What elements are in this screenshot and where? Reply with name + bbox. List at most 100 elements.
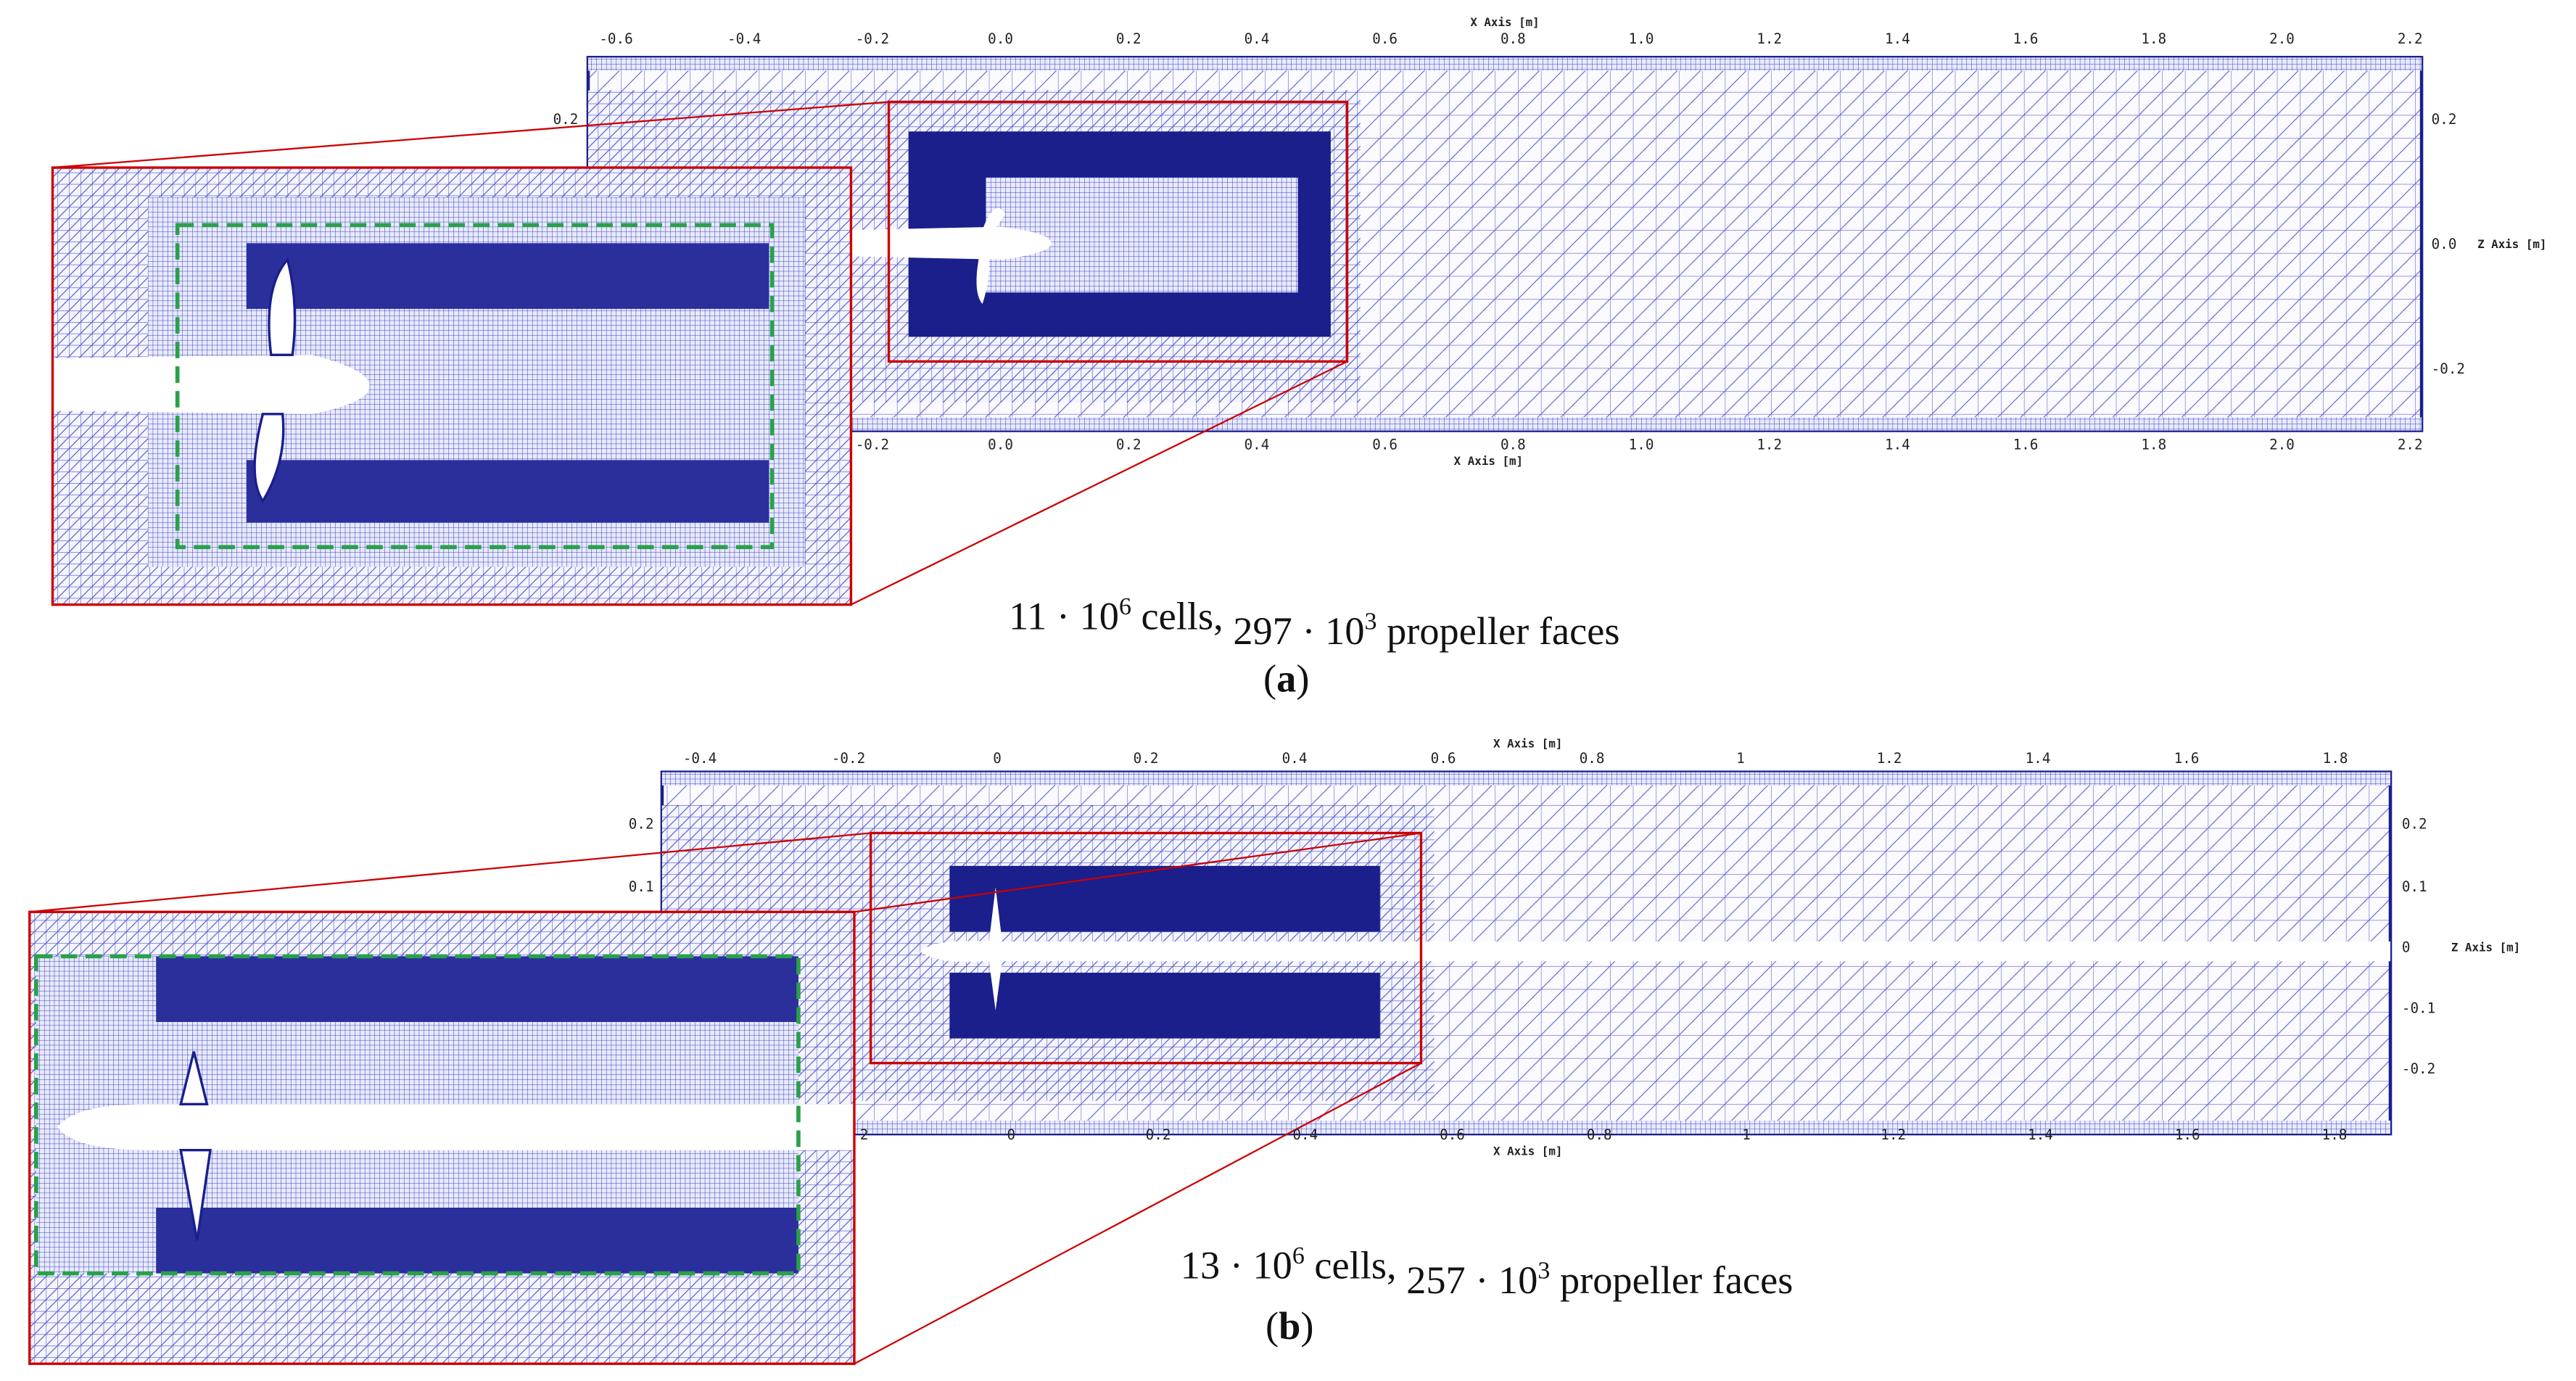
x-tick-label: 0 (1007, 1126, 1015, 1143)
caption-exponent: 6 (1119, 593, 1131, 620)
z-tick-label: 0 (2402, 939, 2411, 956)
panel-label-part: b (1279, 1304, 1300, 1348)
mesh-wall (587, 57, 2422, 71)
x-tick-label: 0.6 (1440, 1126, 1465, 1143)
dense-mesh (949, 973, 1380, 1039)
z-tick-label: 0.2 (2402, 816, 2427, 833)
zoom-line (52, 101, 889, 169)
x-tick-label: 0.8 (1500, 30, 1526, 47)
refinement-box (175, 223, 775, 550)
x-tick-label: 1.4 (1885, 30, 1910, 47)
x-tick-label: 1.6 (2013, 436, 2039, 453)
caption-text: 257 · 10 (1406, 1258, 1537, 1302)
x-tick-label: 1.6 (2175, 1126, 2200, 1143)
z-tick-label: -0.1 (2402, 999, 2435, 1016)
shaft-slot (920, 941, 2391, 962)
propeller-blade (253, 257, 297, 504)
x-tick-label: -0.2 (856, 436, 889, 453)
x-tick-label: 0.2 (1116, 436, 1142, 453)
x-tick-label: 0.8 (1587, 1126, 1612, 1143)
x-tick-label: 1 (1736, 750, 1745, 767)
z-tick-label: -0.2 (2402, 1060, 2435, 1077)
mesh-wall (587, 417, 2422, 431)
x-tick-label: 0.4 (1244, 30, 1270, 47)
x-axis-label: X Axis [m] (1470, 15, 1539, 29)
panel-label-part: ( (1263, 657, 1276, 701)
inset (51, 166, 853, 606)
z-tick-label: 0.2 (629, 816, 654, 833)
caption-text: 297 · 10 (1233, 609, 1364, 653)
x-axis-label: X Axis [m] (1493, 737, 1562, 751)
mesh-wall (661, 1120, 2391, 1134)
x-tick-label: 1.2 (1881, 1126, 1906, 1143)
propeller-blade (976, 207, 1006, 305)
caption-text: propeller faces (1550, 1258, 1793, 1302)
caption-text: 13 · 10 (1181, 1243, 1292, 1287)
x-tick-label: 1.6 (2013, 30, 2039, 47)
dense-mesh (246, 460, 769, 523)
x-tick-label: 1.8 (2141, 436, 2166, 453)
panel-a (51, 56, 2424, 606)
dense-mesh (156, 1208, 798, 1274)
x-tick-label: 1.4 (2026, 750, 2051, 767)
panel-label-part: a (1276, 657, 1296, 701)
panel-label: (a) (1263, 657, 1309, 701)
dense-mesh (246, 243, 769, 309)
x-tick-label: 1.8 (2323, 750, 2348, 767)
z-tick-label: 0.2 (553, 111, 579, 128)
x-tick-label: -0.2 (856, 30, 889, 47)
x-tick-label: 2 (860, 1126, 869, 1143)
inset-frame (51, 166, 853, 606)
x-tick-label: 2.2 (2398, 436, 2423, 453)
x-tick-label: 0.2 (1116, 30, 1142, 47)
panel-label-part: ) (1300, 1304, 1313, 1348)
x-tick-label: 0.6 (1431, 750, 1456, 767)
propeller-blade (988, 887, 1002, 1011)
x-tick-label: 1.4 (2028, 1126, 2053, 1143)
x-tick-label: 0.8 (1500, 436, 1526, 453)
x-tick-label: 0.4 (1282, 750, 1308, 767)
zoom-line (854, 1062, 1422, 1365)
refinement-box (34, 954, 801, 1276)
caption-text: cells, (1131, 595, 1233, 638)
x-tick-label: 1.2 (1877, 750, 1902, 767)
z-tick-label: 0.1 (2402, 878, 2427, 895)
zoom-box (887, 100, 1349, 363)
inset (28, 910, 856, 1365)
shaft-slot (57, 1104, 854, 1150)
panel-b (28, 770, 2393, 1365)
propeller-hub (52, 355, 370, 414)
x-tick-label: 1.0 (1629, 30, 1654, 47)
caption-text: cells, (1305, 1243, 1406, 1287)
z-tick-label: 0.2 (2432, 111, 2457, 128)
x-tick-label: 0 (993, 750, 1002, 767)
z-axis-label: Z Axis [m] (2451, 941, 2520, 955)
x-tick-label: 0.6 (1372, 30, 1398, 47)
x-axis-label: X Axis [m] (1454, 454, 1523, 468)
z-tick-label: 0.0 (2432, 236, 2457, 252)
z-axis-label: Z Axis [m] (2477, 237, 2546, 251)
x-tick-label: 1.2 (1756, 30, 1782, 47)
dense-mesh (156, 956, 798, 1023)
panel-label: (b) (1266, 1304, 1313, 1348)
zoom-line (850, 360, 1348, 606)
x-tick-label: 1.0 (1629, 436, 1654, 453)
x-tick-label: 0.8 (1580, 750, 1605, 767)
zoom-box (869, 831, 1423, 1065)
x-axis-label: X Axis [m] (1493, 1145, 1562, 1158)
caption-exponent: 6 (1292, 1242, 1305, 1269)
x-tick-label: 0.4 (1244, 436, 1270, 453)
x-tick-label: -0.2 (832, 750, 865, 767)
caption-text: 11 · 10 (1009, 595, 1119, 638)
caption: 13 · 106 cells, 257 · 103 propeller face… (1181, 1242, 1793, 1302)
panel-label-part: ( (1266, 1304, 1279, 1348)
x-tick-label: 1.6 (2174, 750, 2200, 767)
x-tick-label: 0.6 (1372, 436, 1398, 453)
caption-exponent: 3 (1537, 1257, 1550, 1284)
x-tick-label: 0.4 (1292, 1126, 1318, 1143)
x-tick-label: -0.6 (599, 30, 632, 47)
x-tick-label: -0.4 (683, 750, 717, 767)
x-tick-label: 1.4 (1885, 436, 1910, 453)
z-tick-label: -0.2 (2432, 360, 2465, 377)
